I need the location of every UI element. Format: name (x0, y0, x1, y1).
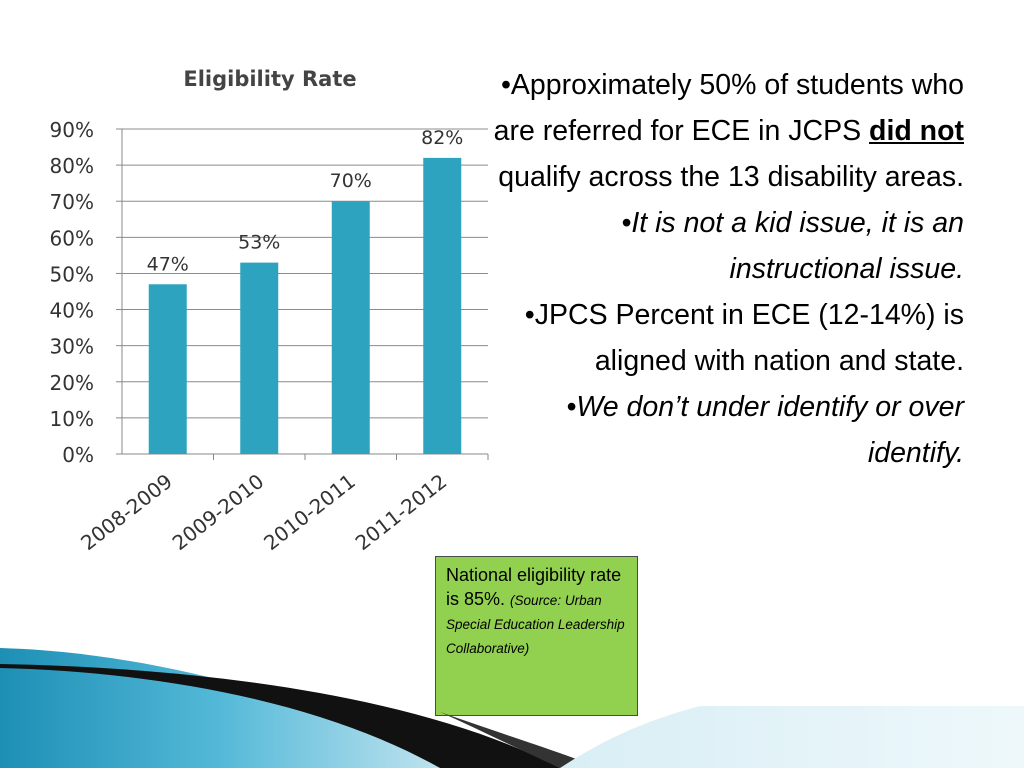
y-tick-label: 40% (50, 299, 94, 323)
bar (331, 201, 370, 454)
y-tick-label: 70% (50, 190, 94, 214)
eligibility-rate-chart: Eligibility Rate 0% 10% 20% 30% 40% 50% 60% 70%… (50, 67, 489, 555)
bullet-text: •Approximately 50% of students who are r… (490, 62, 964, 476)
y-tick-label: 90% (50, 118, 94, 142)
bar (423, 157, 462, 454)
y-tick-label: 20% (50, 371, 94, 395)
data-label: 70% (330, 170, 372, 192)
bullet-1: •Approximately 50% of students who are r… (490, 62, 964, 200)
note-main-text: National eligibility rate is 85%. (446, 565, 622, 609)
y-tick-label: 60% (50, 226, 94, 250)
x-category-label: 2009-2010 (168, 469, 269, 555)
note-source-text: (Source: Urban Special Education Leaders… (446, 593, 625, 656)
data-label: 82% (421, 127, 463, 149)
bar (240, 262, 279, 454)
bullet-3: •JPCS Percent in ECE (12-14%) is aligned… (524, 299, 964, 377)
chart-title: Eligibility Rate (183, 67, 356, 91)
y-tick-label: 10% (50, 407, 94, 431)
data-label: 47% (147, 253, 189, 275)
bar (148, 284, 187, 454)
x-category-label: 2008-2009 (76, 469, 177, 555)
y-tick-label: 0% (62, 443, 94, 467)
national-rate-note: National eligibility rate is 85%. (Sourc… (435, 556, 638, 716)
bullet-1-emphasis: did not (869, 115, 964, 147)
y-tick-label: 30% (50, 335, 94, 359)
bullet-1-text-end: qualify across the 13 disability areas. (498, 161, 964, 193)
x-category-label: 2010-2011 (259, 469, 360, 555)
data-label: 53% (238, 232, 280, 254)
bullet-2: •It is not a kid issue, it is an instruc… (621, 207, 964, 285)
x-category-label: 2011-2012 (351, 469, 452, 555)
y-tick-label: 50% (50, 262, 94, 286)
bullet-4: •We don’t under identify or over identif… (566, 391, 964, 469)
bullet-1-text: •Approximately 50% of students who are r… (493, 69, 964, 147)
y-tick-label: 80% (50, 154, 94, 178)
